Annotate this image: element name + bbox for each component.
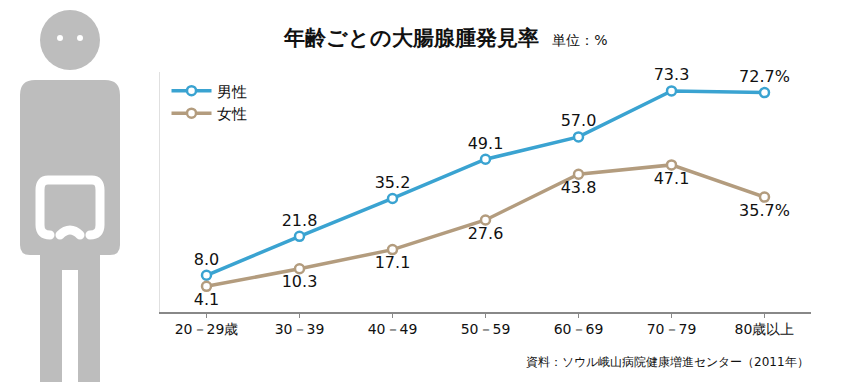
svg-text:80歳以上: 80歳以上: [735, 321, 795, 337]
svg-text:35.2: 35.2: [375, 173, 411, 192]
svg-text:4.1: 4.1: [194, 290, 219, 309]
svg-text:43.8: 43.8: [561, 178, 597, 197]
svg-text:8.0: 8.0: [194, 250, 219, 269]
svg-text:資料：ソウル峨山病院健康増進センター（2011年）: 資料：ソウル峨山病院健康増進センター（2011年）: [526, 355, 809, 369]
svg-text:35.7%: 35.7%: [739, 201, 790, 220]
svg-text:27.6: 27.6: [468, 224, 504, 243]
svg-text:70－79: 70－79: [647, 321, 697, 337]
svg-text:72.7%: 72.7%: [739, 67, 790, 86]
svg-text:17.1: 17.1: [375, 253, 411, 272]
svg-text:年齢ごとの大腸腺腫発見率 単位：%: 年齢ごとの大腸腺腫発見率 単位：%: [283, 26, 608, 50]
svg-text:40－49: 40－49: [368, 321, 418, 337]
svg-text:男性: 男性: [217, 83, 247, 101]
svg-text:20－29歳: 20－29歳: [175, 321, 239, 337]
svg-text:30－39: 30－39: [275, 321, 325, 337]
svg-text:57.0: 57.0: [561, 111, 597, 130]
svg-text:10.3: 10.3: [282, 272, 318, 291]
svg-text:50－59: 50－59: [461, 321, 511, 337]
svg-text:49.1: 49.1: [468, 134, 504, 153]
svg-text:73.3: 73.3: [654, 65, 690, 84]
svg-text:女性: 女性: [217, 105, 247, 123]
svg-text:21.8: 21.8: [282, 211, 318, 230]
svg-text:47.1: 47.1: [654, 169, 690, 188]
svg-text:60－69: 60－69: [554, 321, 604, 337]
